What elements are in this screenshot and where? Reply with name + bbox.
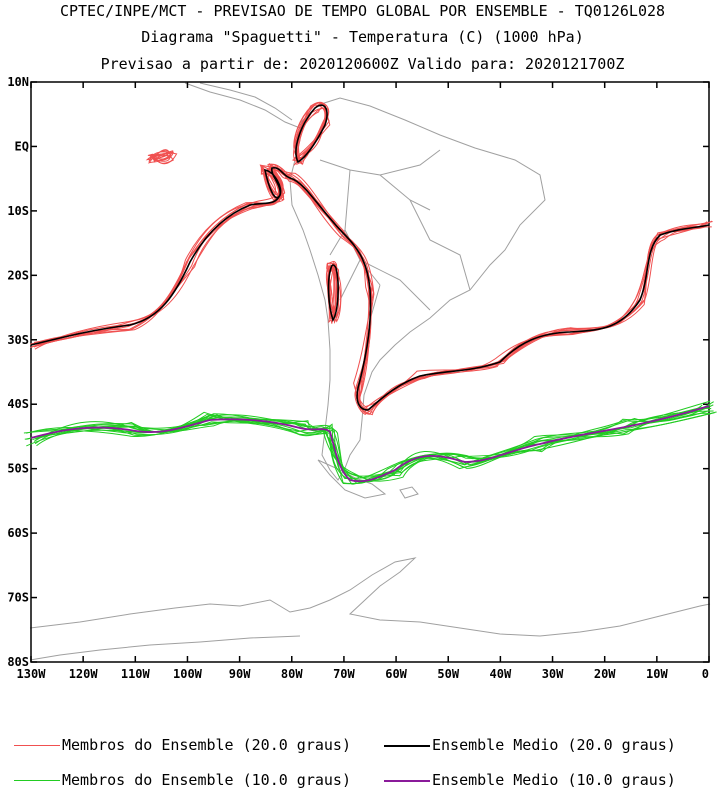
red-member-line [150,154,175,164]
lon-label: 0 [702,667,709,681]
central-america-coast-2 [199,82,293,121]
green-member-line [35,412,712,484]
legend-red-members-label: Membros do Ensemble (20.0 graus) [62,736,351,754]
green-member-line [24,401,714,477]
red-member-line [30,163,705,413]
lat-label: EQ [15,139,29,153]
green-member-line [25,404,711,485]
red-ensemble-members [30,101,713,416]
lon-label: 120W [69,667,99,681]
green-member-line [23,410,710,484]
legend-black-mean: Ensemble Medio (20.0 graus) [384,736,676,754]
lon-label: 30W [542,667,564,681]
map-frame [30,81,710,663]
black-ensemble-mean [30,166,710,411]
lon-label: 40W [490,667,512,681]
lon-label: 20W [594,667,616,681]
green-member-line [36,407,712,485]
lat-label: 50S [7,462,29,476]
lon-label: 70W [333,667,355,681]
black-ensemble-mean-loop-3 [263,168,282,199]
red-member-line [293,103,326,166]
lon-label: 10W [646,667,668,681]
green-member-line [31,410,714,481]
green-member-line [33,404,714,480]
legend-green-members: Membros do Ensemble (10.0 graus) [14,771,351,789]
red-member-line [147,151,174,160]
coastlines [29,82,711,661]
red-line-swatch [14,745,60,746]
red-member-line [294,107,331,162]
lat-label: 60S [7,526,29,540]
lon-label: 50W [437,667,459,681]
axis-ticks [30,81,710,663]
red-member-line [35,170,713,408]
lon-label: 80W [281,667,303,681]
lon-label: 110W [121,667,151,681]
red-member-line [145,154,169,161]
lat-label: 40S [7,397,29,411]
purple-ensemble-mean [30,405,710,483]
falklands [399,486,419,499]
legend-green-members-label: Membros do Ensemble (10.0 graus) [62,771,351,789]
title-line-1: CPTEC/INPE/MCT - PREVISAO DE TEMPO GLOBA… [59,2,666,20]
red-member-line [147,150,173,164]
legend-purple-mean: Ensemble Medio (10.0 graus) [384,771,676,789]
lat-labels: 10N EQ 10S 20S 30S 40S 50S 60S 70S 80S [7,75,29,669]
black-ensemble-mean-loop-2 [327,264,339,322]
green-member-line [32,404,703,482]
central-america-coast [184,82,301,129]
red-member-line [326,262,337,318]
legend-black-mean-label: Ensemble Medio (20.0 graus) [432,736,676,754]
black-ensemble-mean-loop-1 [295,104,328,164]
green-line-swatch [14,780,60,781]
title-line-2: Diagrama "Spaguetti" - Temperatura (C) (… [141,28,584,46]
lat-label: 10S [7,204,29,218]
lat-label: 80S [7,655,29,669]
lat-label: 20S [7,268,29,282]
antarctic-coast-2 [29,635,301,661]
antarctic-coast [29,557,711,637]
legend-red-members: Membros do Ensemble (20.0 graus) [14,736,351,754]
legend-purple-mean-label: Ensemble Medio (10.0 graus) [432,771,676,789]
lat-label: 30S [7,333,29,347]
red-member-line [33,167,705,415]
red-member-line [327,261,338,318]
lon-labels: 130W 120W 110W 100W 90W 80W 70W 60W 50W 40W 30W 20W… [17,667,709,681]
lat-label: 10N [7,75,29,89]
lon-label: 60W [385,667,407,681]
lat-label: 70S [7,591,29,605]
purple-line-swatch [384,779,430,782]
lon-label: 100W [173,667,203,681]
black-line-swatch [384,744,430,747]
title-line-3: Previsao a partir de: 2020120600Z Valido… [100,55,625,73]
green-member-line [26,406,707,479]
lon-label: 130W [17,667,47,681]
green-member-line [35,411,717,481]
lon-label: 90W [229,667,251,681]
